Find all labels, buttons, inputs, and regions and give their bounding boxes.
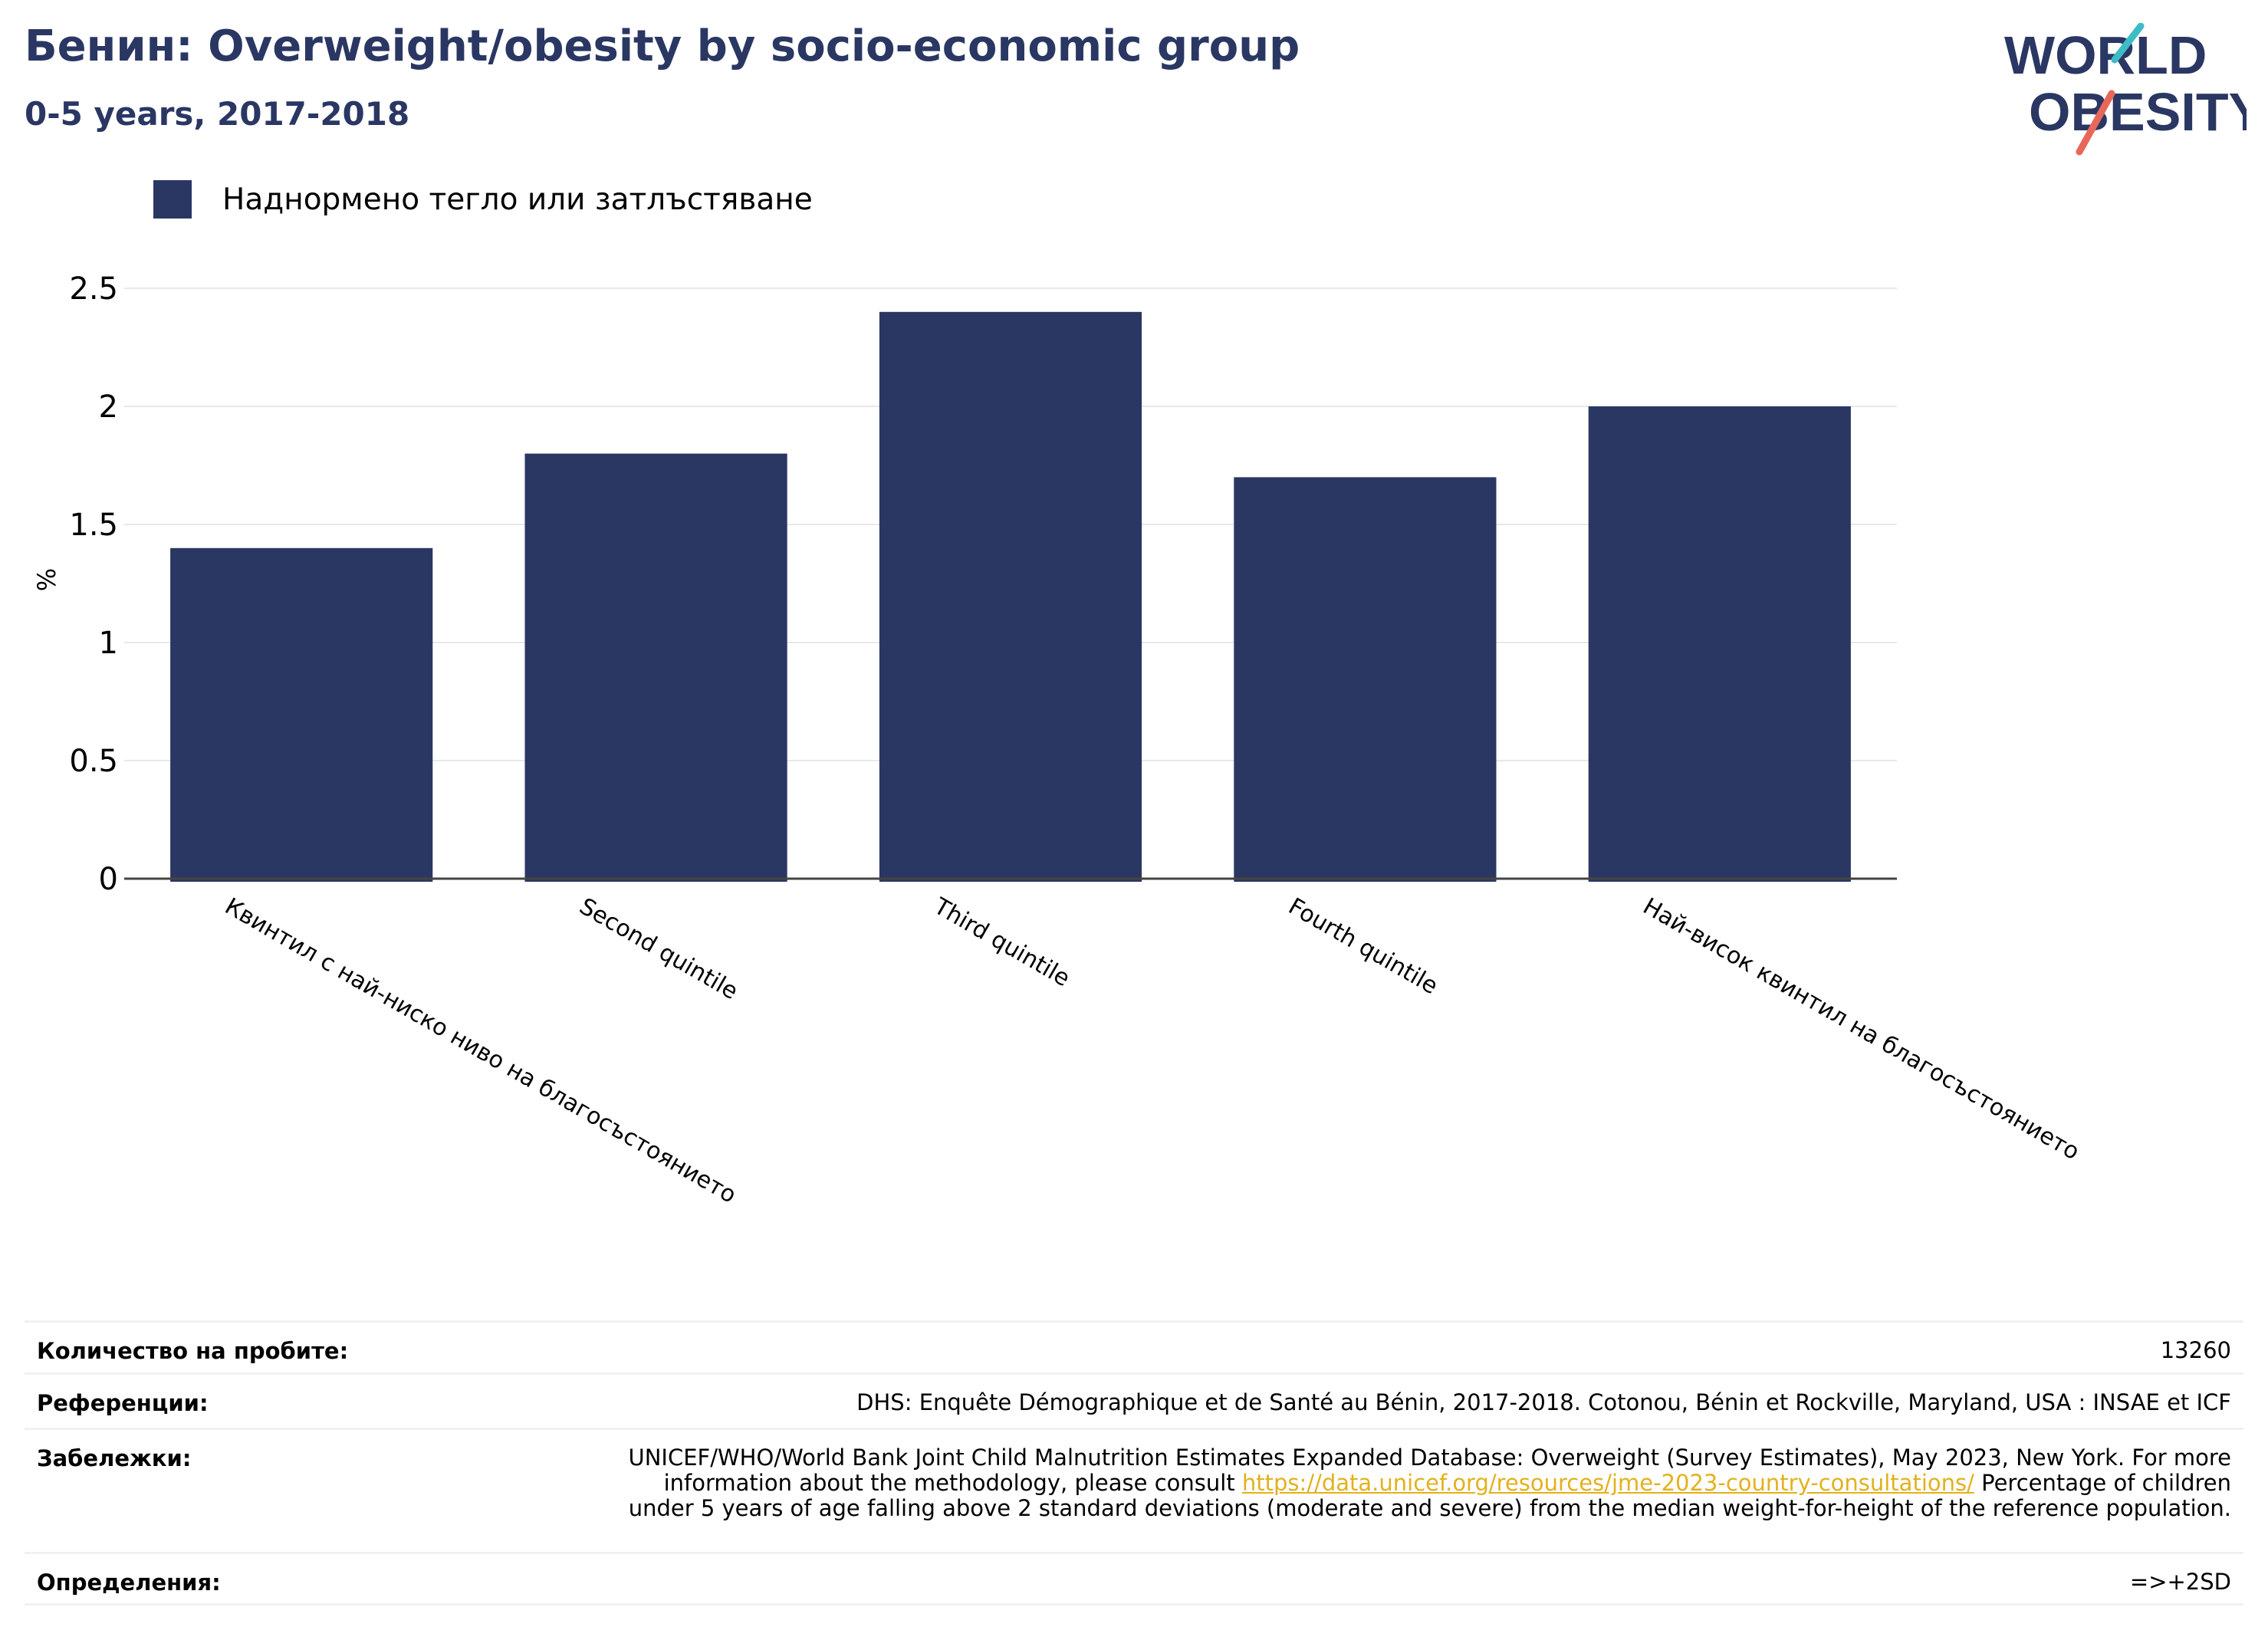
world-obesity-logo: WORLD OBESITY — [2004, 23, 2247, 156]
definitions-row: Определения: =>+2SD — [25, 1552, 2243, 1606]
y-tick-label: 2.5 — [69, 271, 118, 307]
bar-1 — [170, 547, 433, 882]
logo-slash-red — [2076, 90, 2115, 156]
notes-text-2: Percentage of children under 5 years of … — [628, 1470, 2231, 1521]
y-tick-label: 0 — [99, 862, 118, 897]
definitions-label: Определения: — [37, 1569, 221, 1596]
chart-title: Бенин: Overweight/obesity by socio-econo… — [25, 21, 1300, 71]
y-tick-label: 1 — [99, 626, 118, 661]
sample-size-value: 13260 — [2160, 1337, 2231, 1363]
definitions-value: =>+2SD — [2129, 1569, 2231, 1595]
sample-size-label: Количество на пробите: — [37, 1338, 349, 1364]
x-tick-label: Най-висок квинтил на благосъстоянието — [1639, 893, 2084, 1166]
bar-chart: 00.511.522.5%Квинтил с най-ниско ниво на… — [32, 271, 2084, 1209]
references-row: Референции: DHS: Enquête Démographique e… — [25, 1372, 2243, 1428]
bar-2 — [524, 453, 787, 882]
x-tick-label: Fourth quintile — [1284, 893, 1442, 1001]
bar-4 — [1234, 477, 1497, 882]
x-tick-label: Third quintile — [929, 892, 1074, 992]
bar-3 — [879, 311, 1142, 882]
logo-line2: OBESITY — [2029, 82, 2247, 142]
notes-value: UNICEF/WHO/World Bank Joint Child Malnut… — [598, 1445, 2231, 1521]
logo-slash-teal — [2111, 23, 2145, 64]
notes-link[interactable]: https://data.unicef.org/resources/jme-20… — [1241, 1470, 1974, 1496]
info-table: Количество на пробите: 13260 Референции:… — [25, 1320, 2243, 1606]
references-value: DHS: Enquête Démographique et de Santé a… — [856, 1389, 2231, 1415]
logo-line1: WORLD — [2004, 25, 2207, 85]
chart-subtitle: 0-5 years, 2017-2018 — [25, 95, 410, 133]
y-axis-label: % — [32, 568, 61, 591]
legend-swatch — [153, 180, 192, 219]
chart-legend: Наднормено тегло или затлъстяване — [153, 179, 813, 219]
notes-label: Забележки: — [37, 1445, 192, 1471]
x-tick-label: Second quintile — [575, 893, 743, 1005]
y-tick-label: 2 — [99, 389, 118, 425]
notes-row: Забележки: UNICEF/WHO/World Bank Joint C… — [25, 1428, 2243, 1552]
notes-text-1: UNICEF/WHO/World Bank Joint Child Malnut… — [628, 1445, 2231, 1496]
sample-size-row: Количество на пробите: 13260 — [25, 1320, 2243, 1372]
y-tick-label: 0.5 — [69, 744, 118, 779]
bar-5 — [1588, 406, 1851, 882]
references-label: Референции: — [37, 1390, 209, 1416]
y-tick-label: 1.5 — [69, 508, 118, 543]
legend-label: Наднормено тегло или затлъстяване — [222, 182, 813, 217]
